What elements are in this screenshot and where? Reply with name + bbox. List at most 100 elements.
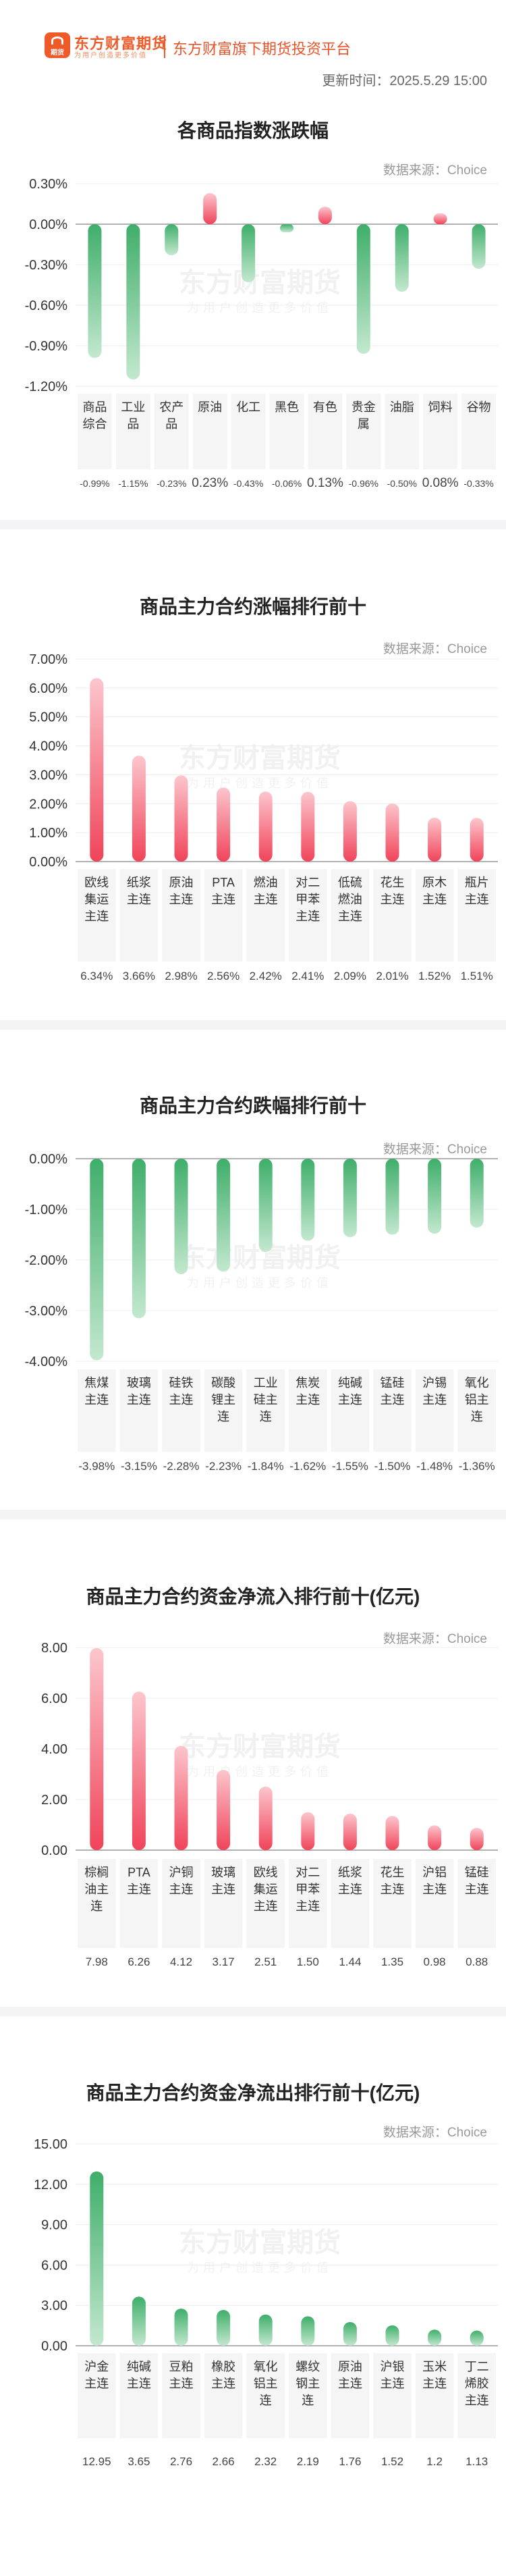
value-label: 7.98	[86, 1955, 108, 1968]
bar	[126, 224, 140, 379]
category-label-line: 主连	[84, 2377, 109, 2390]
category-label: 工业品	[121, 400, 145, 431]
value-label: -1.50%	[374, 1460, 411, 1473]
category-label: 沪铜主连	[169, 1866, 194, 1896]
value-label: 1.35	[381, 1955, 403, 1968]
bar	[470, 818, 484, 862]
category-label: 纸浆主连	[127, 876, 151, 906]
category-label-bg	[162, 2353, 200, 2438]
chart-title: 各商品指数涨跌幅	[177, 120, 329, 141]
category-label-line: 主连	[381, 2377, 405, 2390]
category-label: PTA 主连	[127, 1866, 151, 1896]
category-label-bg	[373, 869, 412, 962]
category-label: 工业硅主连	[254, 1376, 278, 1423]
category-label-line: 焦煤	[84, 1376, 109, 1390]
category-label: 原油	[198, 400, 222, 414]
category-label-line: 锰硅	[381, 1376, 405, 1390]
watermark-subtext: 为用户创造更多价值	[187, 1276, 333, 1290]
category-label-line: 主连	[254, 893, 278, 906]
category-label: 有色	[313, 400, 337, 414]
category-label-line: 连	[217, 1410, 229, 1423]
value-label: -0.50%	[387, 478, 417, 489]
category-label-line: 谷物	[467, 400, 491, 414]
category-label: 纯碱主连	[127, 2360, 151, 2390]
category-label-line: 连	[90, 1899, 103, 1913]
category-label-bg	[78, 1859, 116, 1948]
category-label-line: 焦炭	[296, 1376, 320, 1390]
category-label-line: 主连	[465, 893, 489, 906]
category-label: 商品综合	[82, 400, 107, 431]
value-label: 1.2	[426, 2455, 443, 2468]
category-label: 燃油主连	[254, 876, 278, 906]
net-outflow-chart: 商品主力合约资金净流出排行前十(亿元) 数据来源：Choice 东方财富期货 为用户创…	[0, 2016, 506, 2576]
bar	[217, 787, 231, 862]
category-label-line: 主连	[211, 893, 235, 906]
bar	[318, 207, 332, 224]
chart-title: 商品主力合约涨幅排行前十	[140, 596, 366, 617]
category-label-line: 主连	[169, 2377, 194, 2390]
bar	[90, 678, 104, 862]
bar	[165, 224, 179, 255]
category-label-line: 烯胶	[465, 2377, 489, 2390]
value-label: 6.34%	[80, 970, 113, 982]
data-source-label: 数据来源：Choice	[383, 641, 487, 656]
category-label: 氧化铝主连	[465, 1376, 489, 1423]
bar	[174, 1159, 188, 1274]
y-tick-label: 3.00	[41, 2298, 67, 2313]
category-label-bg	[308, 394, 343, 469]
bar	[203, 193, 217, 224]
category-label: 原油主连	[169, 876, 194, 906]
value-label: -0.06%	[272, 478, 302, 489]
category-label: 豆粕主连	[169, 2360, 194, 2390]
bar	[132, 2296, 146, 2346]
category-label: 对二甲苯主连	[296, 876, 320, 923]
watermark-subtext: 为用户创造更多价值	[187, 2261, 333, 2275]
chart-svg: 商品主力合约资金净流出排行前十(亿元) 数据来源：Choice 东方财富期货为用户创…	[34, 2082, 498, 2468]
category-label-line: 欧线	[84, 876, 109, 889]
category-label-line: 沪锡	[422, 1376, 447, 1390]
category-label-line: 氧化	[254, 2360, 278, 2373]
category-label-line: 工业	[121, 400, 145, 414]
y-tick-label: 3.00%	[29, 768, 67, 783]
bar	[356, 224, 370, 354]
bar	[90, 2171, 104, 2346]
value-label: 0.23%	[192, 476, 228, 490]
category-label-line: 纸浆	[338, 1866, 362, 1879]
value-label: 1.51%	[461, 970, 493, 982]
category-label: 沪金主连	[84, 2360, 109, 2390]
bar	[428, 1159, 442, 1234]
y-tick-label: 15.00	[34, 2137, 67, 2152]
bar	[258, 791, 273, 862]
category-label-line: 瓶片	[465, 876, 489, 889]
category-label-line: 硅铁	[169, 1376, 194, 1390]
bar	[174, 2308, 188, 2346]
category-label-line: 主连	[381, 1393, 405, 1407]
category-label-line: 丁二	[465, 2360, 489, 2373]
category-label-line: 玻璃	[211, 1866, 235, 1879]
category-label-line: 主连	[338, 910, 362, 923]
value-label: 0.13%	[307, 476, 343, 490]
category-label-bg	[289, 869, 327, 962]
section-separator	[0, 520, 506, 529]
category-label: 丁二烯胶主连	[465, 2360, 489, 2407]
value-label: 2.32	[254, 2455, 277, 2468]
category-label: 对二甲苯主连	[296, 1866, 320, 1913]
bar	[258, 2314, 273, 2346]
category-label: 纸浆主连	[338, 1866, 362, 1896]
category-label-bg	[119, 2353, 159, 2438]
bar	[385, 1159, 399, 1235]
y-tick-label: 6.00	[41, 1691, 67, 1706]
category-label-line: 连	[260, 2394, 272, 2407]
bar	[428, 2330, 442, 2346]
category-label-bg	[269, 394, 304, 469]
bar	[301, 791, 315, 862]
category-label-line: 主连	[127, 2377, 151, 2390]
value-label: 6.26	[128, 1955, 150, 1968]
value-label: 2.56%	[207, 970, 240, 982]
category-label-bg	[373, 2353, 412, 2438]
category-label-line: 主连	[211, 1883, 235, 1896]
section-separator	[0, 2007, 506, 2016]
bar	[385, 2325, 399, 2346]
category-label-bg	[231, 394, 266, 469]
